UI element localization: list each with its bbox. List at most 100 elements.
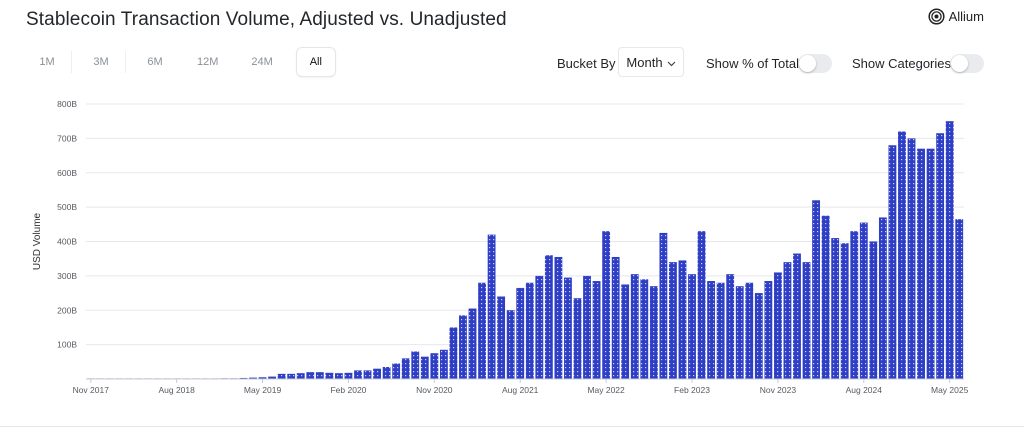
bar [726, 274, 735, 379]
bar [478, 282, 486, 379]
bar [592, 281, 601, 379]
bar [468, 308, 477, 379]
bar [764, 281, 773, 379]
range-all-button[interactable]: All [295, 47, 336, 77]
y-tick-label: 500B [57, 202, 77, 212]
bar [544, 255, 553, 379]
x-tick-label: Nov 2020 [416, 385, 453, 395]
bar [659, 232, 668, 379]
y-tick-label: 200B [57, 305, 77, 315]
volume-bar-chart: 100B 200B 300B 400B 500B 600B 700B 800B USD Volu… [32, 99, 969, 395]
range-24m-button[interactable]: 24M [251, 56, 273, 68]
toggle-knob [951, 55, 968, 72]
bar [306, 372, 315, 380]
x-tick-label: Aug 2021 [502, 385, 539, 395]
bar [287, 373, 296, 379]
bar [945, 121, 954, 379]
bar [640, 279, 649, 379]
chevron-down-icon [667, 55, 676, 70]
time-range-selector: 1M 3M 6M 12M 24M All [28, 47, 341, 77]
chart-toolbar: 1M 3M 6M 12M 24M All Bucket By Month Sho… [0, 47, 1024, 81]
bar [898, 131, 906, 379]
bar [840, 243, 849, 379]
y-tick-label: 100B [57, 340, 77, 350]
range-divider [125, 51, 126, 73]
bar [926, 148, 935, 379]
bar [325, 372, 334, 379]
show-pct-label: Show % of Total [706, 56, 799, 71]
bar [344, 372, 353, 379]
show-pct-toggle[interactable] [798, 54, 832, 73]
bar [411, 351, 420, 379]
toggle-knob [799, 55, 816, 72]
bar [621, 284, 630, 379]
bar [277, 373, 286, 379]
bar [773, 272, 782, 379]
range-divider [71, 51, 72, 73]
x-tick-label: Aug 2018 [158, 385, 195, 395]
bottom-divider [0, 426, 1024, 427]
x-tick-label: Aug 2024 [846, 385, 883, 395]
bar [783, 262, 792, 380]
bar [249, 377, 257, 380]
bar [688, 274, 696, 379]
bar [459, 315, 467, 379]
bar [878, 217, 887, 379]
x-tick-label: Nov 2017 [73, 385, 110, 395]
page-title: Stablecoin Transaction Volume, Adjusted … [26, 9, 507, 30]
bar [850, 231, 859, 379]
show-categories-label: Show Categories [852, 56, 951, 71]
y-tick-label: 700B [57, 133, 77, 143]
bar [707, 281, 716, 379]
bar [917, 148, 925, 379]
bar [630, 274, 639, 379]
bar [831, 238, 840, 379]
x-tick-label: May 2022 [587, 385, 625, 395]
brand-name: Allium [948, 9, 984, 24]
bar [754, 293, 763, 379]
bar [649, 286, 658, 379]
bar [430, 353, 439, 379]
bar [669, 262, 677, 380]
bar [716, 282, 725, 379]
bar [268, 376, 277, 379]
bar [315, 372, 324, 380]
brand-logo[interactable]: Allium [928, 8, 984, 25]
bar [373, 368, 381, 379]
bar [382, 366, 391, 379]
bucket-by-value: Month [626, 54, 663, 70]
bar [497, 296, 506, 379]
range-1m-button[interactable]: 1M [39, 56, 55, 68]
range-12m-button[interactable]: 12M [197, 56, 219, 68]
show-categories-toggle[interactable] [950, 54, 984, 73]
bar [678, 260, 687, 379]
bar [516, 287, 525, 379]
bar [239, 377, 248, 379]
x-tick-label: May 2019 [244, 385, 282, 395]
bar [802, 262, 811, 380]
range-3m-button[interactable]: 3M [93, 56, 109, 68]
y-axis-title: USD Volume [32, 212, 43, 270]
bar [258, 377, 267, 379]
bar [535, 275, 544, 380]
bar [812, 200, 820, 379]
bar [334, 373, 343, 379]
bar [735, 286, 744, 379]
bar [745, 282, 754, 379]
bar [420, 356, 429, 379]
bar [573, 298, 582, 379]
bar [401, 358, 410, 380]
range-6m-button[interactable]: 6M [147, 56, 163, 68]
x-tick-label: Nov 2023 [760, 385, 797, 395]
bar [392, 363, 401, 379]
x-tick-label: May 2025 [931, 385, 969, 395]
bar [821, 215, 830, 379]
bar [487, 234, 496, 380]
y-tick-label: 400B [57, 237, 77, 247]
x-tick-label: Feb 2020 [330, 385, 366, 395]
x-tick-label: Feb 2023 [674, 385, 710, 395]
bucket-by-select[interactable]: Month [618, 47, 684, 77]
bar [583, 275, 591, 380]
bar [363, 370, 372, 379]
bar [888, 145, 897, 379]
